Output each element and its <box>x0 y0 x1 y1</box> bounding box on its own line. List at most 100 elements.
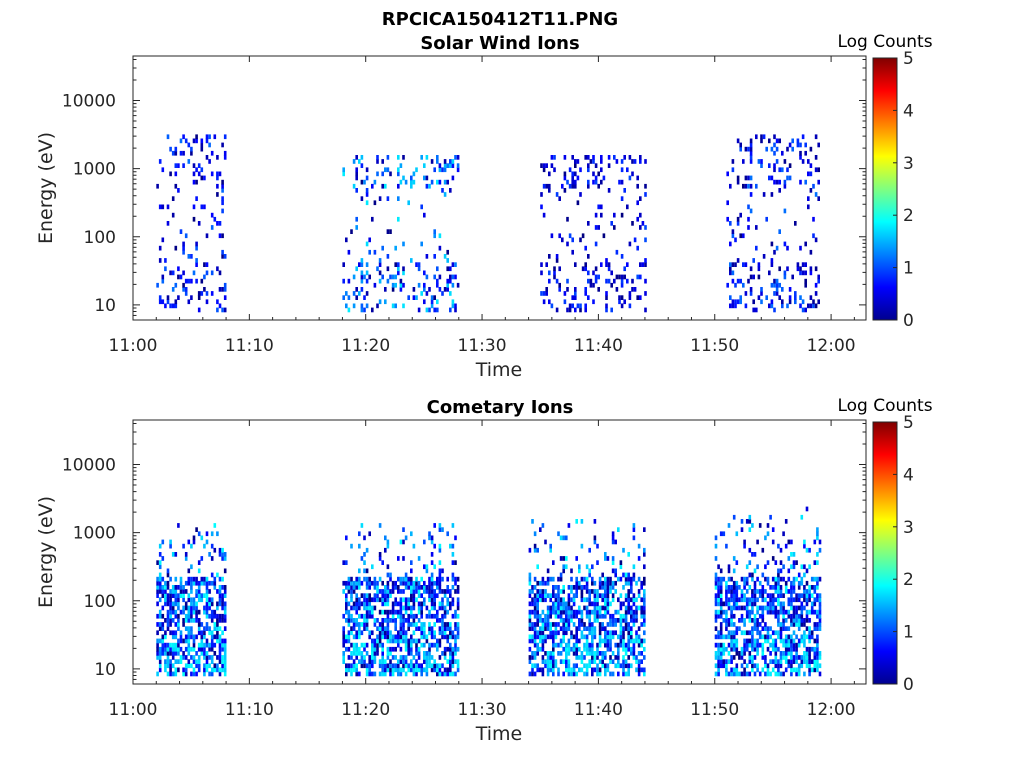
heatmap-cell <box>184 556 188 561</box>
heatmap-cell <box>565 564 568 570</box>
heatmap-cell <box>360 163 364 168</box>
heatmap-cell <box>410 638 413 644</box>
heatmap-cell <box>203 655 206 660</box>
heatmap-cell <box>531 622 534 627</box>
heatmap-cell <box>415 663 418 669</box>
heatmap-cell <box>203 204 206 210</box>
heatmap-cell <box>799 266 802 272</box>
heatmap-cell <box>438 568 442 574</box>
heatmap-cell <box>630 585 633 590</box>
heatmap-cell <box>604 601 607 607</box>
heatmap-cell <box>727 622 731 627</box>
heatmap-cell <box>208 646 211 652</box>
heatmap-cell <box>736 179 740 185</box>
heatmap-cell <box>726 200 729 206</box>
heatmap-cell <box>345 593 348 598</box>
heatmap-cell <box>174 613 178 619</box>
heatmap-cell <box>158 651 162 656</box>
heatmap-cell <box>773 163 776 168</box>
heatmap-cell <box>732 638 736 644</box>
heatmap-cell <box>205 659 209 664</box>
heatmap-cell <box>753 613 757 619</box>
heatmap-cell <box>803 651 806 656</box>
heatmap-cell <box>745 564 749 570</box>
heatmap-cell <box>156 593 159 598</box>
heatmap-cell <box>371 609 374 615</box>
heatmap-cell <box>751 618 754 623</box>
heatmap-cell <box>730 630 733 636</box>
heatmap-cell <box>158 295 162 300</box>
heatmap-cell <box>632 638 636 644</box>
heatmap-cell <box>554 597 558 603</box>
heatmap-cell <box>454 535 457 541</box>
heatmap-cell <box>742 183 745 189</box>
heatmap-cell <box>800 576 804 582</box>
heatmap-cell <box>386 564 390 570</box>
heatmap-cell <box>345 237 348 243</box>
heatmap-cell <box>161 274 165 280</box>
heatmap-cell <box>195 601 198 607</box>
heatmap-cell <box>620 274 624 280</box>
heatmap-cell <box>221 556 224 561</box>
heatmap-cell <box>425 585 429 590</box>
heatmap-cell <box>417 609 421 615</box>
heatmap-cell <box>365 303 369 309</box>
heatmap-cell <box>730 667 733 673</box>
heatmap-cell <box>368 531 371 537</box>
heatmap-cell <box>619 605 623 611</box>
heatmap-cell <box>572 601 576 607</box>
heatmap-cell <box>203 543 206 549</box>
heatmap-cell <box>443 671 447 677</box>
heatmap-cell <box>786 175 789 181</box>
heatmap-cell <box>394 274 397 280</box>
heatmap-cell <box>562 638 565 644</box>
heatmap-cell <box>223 618 227 623</box>
heatmap-cell <box>158 663 162 669</box>
heatmap-cell <box>347 655 351 660</box>
heatmap-cell <box>171 646 175 652</box>
heatmap-cell <box>745 642 749 648</box>
heatmap-cell <box>210 580 214 586</box>
heatmap-cell <box>192 580 196 586</box>
heatmap-cell <box>161 605 165 611</box>
heatmap-cell <box>717 634 720 640</box>
heatmap-cell <box>596 589 599 594</box>
heatmap-cell <box>749 159 753 164</box>
heatmap-cell <box>187 638 191 644</box>
heatmap-cell <box>578 580 581 586</box>
heatmap-cell <box>223 613 227 619</box>
heatmap-cell <box>533 605 537 611</box>
heatmap-cell <box>358 580 361 586</box>
heatmap-cell <box>358 630 361 636</box>
heatmap-cell <box>399 626 403 631</box>
heatmap-cell <box>184 671 188 677</box>
heatmap-cell <box>397 609 400 615</box>
heatmap-cell <box>770 262 774 267</box>
heatmap-cell <box>574 287 577 292</box>
heatmap-cell <box>795 576 798 582</box>
heatmap-cell <box>169 171 172 177</box>
heatmap-cell <box>730 642 733 648</box>
heatmap-cell <box>816 597 819 603</box>
heatmap-cell <box>640 667 643 673</box>
heatmap-cell <box>591 630 594 636</box>
heatmap-cell <box>221 307 224 313</box>
heatmap-cell <box>795 609 798 615</box>
heatmap-cell <box>536 597 539 603</box>
heatmap-cell <box>223 646 227 652</box>
heatmap-cell <box>182 585 185 590</box>
heatmap-cell <box>342 642 345 648</box>
heatmap-cell <box>391 655 395 660</box>
heatmap-cell <box>365 585 369 590</box>
heatmap-cell <box>775 146 779 152</box>
heatmap-cell <box>210 638 214 644</box>
heatmap-cell <box>809 266 813 272</box>
heatmap-cell <box>814 192 818 197</box>
heatmap-cell <box>531 671 534 677</box>
heatmap-cell <box>433 274 436 280</box>
heatmap-cell <box>373 593 377 598</box>
heatmap-cell <box>585 667 589 673</box>
heatmap-cell <box>787 601 791 607</box>
heatmap-cell <box>797 613 801 619</box>
heatmap-cell <box>585 564 589 570</box>
